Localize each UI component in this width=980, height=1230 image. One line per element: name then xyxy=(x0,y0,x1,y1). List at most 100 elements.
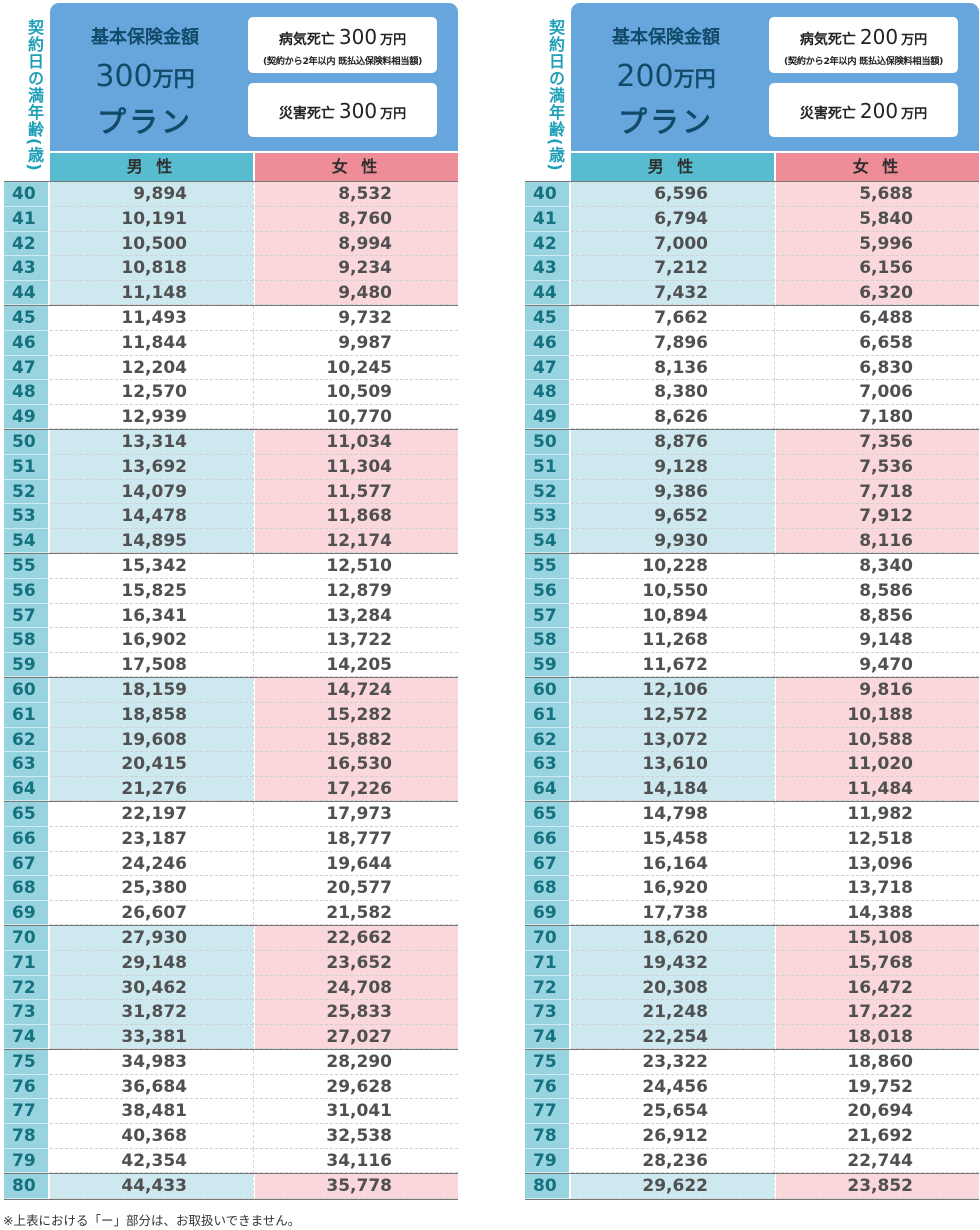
female-premium-cell: 10,188 xyxy=(776,702,979,728)
table-row: 79 28,236 22,744 xyxy=(525,1149,979,1174)
accident-death-label: 災害死亡 xyxy=(278,106,335,122)
male-premium-cell: 7,000 xyxy=(571,231,774,257)
female-premium-cell: 15,768 xyxy=(776,950,979,976)
female-premium-cell: 15,108 xyxy=(776,925,979,951)
table-row: 72 30,462 24,708 xyxy=(4,975,458,1001)
accident-death-box: 災害死亡 300 万円 xyxy=(248,83,437,137)
table-row: 59 11,672 9,470 xyxy=(525,653,979,678)
female-premium-cell: 10,509 xyxy=(255,380,458,406)
plan-header: 基本保険金額 300万円 プラン 病気死亡 300 万円 (契約から2年以内 既払込… xyxy=(50,3,458,151)
female-premium-cell: 5,688 xyxy=(776,182,979,207)
male-premium-cell: 14,079 xyxy=(50,479,253,505)
male-premium-cell: 16,920 xyxy=(571,876,774,902)
male-premium-cell: 7,662 xyxy=(571,306,774,331)
age-cell: 42 xyxy=(4,231,48,257)
age-cell: 62 xyxy=(525,727,569,753)
female-premium-cell: 16,530 xyxy=(255,752,458,778)
female-premium-cell: 22,744 xyxy=(776,1149,979,1173)
sickness-death-box: 病気死亡 200 万円 (契約から2年以内 既払込保険料相当額) xyxy=(769,17,958,73)
accident-death-amount: 300 xyxy=(338,99,378,123)
table-row: 75 23,322 18,860 xyxy=(525,1049,979,1075)
table-row: 51 13,692 11,304 xyxy=(4,454,458,480)
male-premium-cell: 8,380 xyxy=(571,380,774,406)
age-cell: 42 xyxy=(525,231,569,257)
age-cell: 50 xyxy=(525,429,569,455)
table-row: 55 15,342 12,510 xyxy=(4,553,458,579)
female-premium-cell: 8,586 xyxy=(776,579,979,604)
table-row: 70 18,620 15,108 xyxy=(525,925,979,951)
age-cell: 71 xyxy=(525,950,569,976)
male-premium-cell: 12,570 xyxy=(50,380,253,406)
age-cell: 51 xyxy=(525,454,569,480)
age-cell: 43 xyxy=(525,256,569,282)
female-premium-cell: 12,518 xyxy=(776,827,979,852)
age-cell: 63 xyxy=(525,752,569,778)
table-row: 59 17,508 14,205 xyxy=(4,653,458,678)
male-premium-cell: 27,930 xyxy=(50,925,253,951)
female-premium-cell: 11,982 xyxy=(776,802,979,827)
age-cell: 80 xyxy=(4,1173,48,1199)
sickness-death-box: 病気死亡 300 万円 (契約から2年以内 既払込保険料相当額) xyxy=(248,17,437,73)
age-cell: 54 xyxy=(4,529,48,553)
table-row: 65 22,197 17,973 xyxy=(4,801,458,827)
male-premium-cell: 21,248 xyxy=(571,1000,774,1026)
table-row: 57 10,894 8,856 xyxy=(525,603,979,629)
male-premium-cell: 23,322 xyxy=(571,1050,774,1075)
male-premium-cell: 10,191 xyxy=(50,206,253,232)
table-row: 64 21,276 17,226 xyxy=(4,777,458,802)
table-row: 57 16,341 13,284 xyxy=(4,603,458,629)
age-cell: 57 xyxy=(525,603,569,629)
age-cell: 45 xyxy=(4,305,48,331)
female-premium-cell: 20,694 xyxy=(776,1099,979,1125)
age-cell: 67 xyxy=(4,851,48,877)
male-premium-cell: 14,895 xyxy=(50,529,253,553)
male-premium-cell: 36,684 xyxy=(50,1075,253,1100)
table-row: 74 22,254 18,018 xyxy=(525,1025,979,1050)
age-cell: 66 xyxy=(525,826,569,852)
male-premium-cell: 9,652 xyxy=(571,504,774,530)
age-cell: 47 xyxy=(4,355,48,381)
female-premium-cell: 9,987 xyxy=(255,331,458,356)
age-cell: 57 xyxy=(4,603,48,629)
female-premium-cell: 10,245 xyxy=(255,356,458,381)
male-premium-cell: 9,386 xyxy=(571,479,774,505)
female-premium-cell: 11,577 xyxy=(255,479,458,505)
table-row: 46 11,844 9,987 xyxy=(4,330,458,356)
male-premium-cell: 13,692 xyxy=(50,454,253,480)
female-premium-cell: 6,488 xyxy=(776,306,979,331)
sickness-death-unit: 万円 xyxy=(901,33,928,48)
age-column-header: 契約日の満年齢(歳) xyxy=(25,18,44,172)
table-row: 45 11,493 9,732 xyxy=(4,305,458,331)
table-row: 76 24,456 19,752 xyxy=(525,1074,979,1100)
table-row: 64 14,184 11,484 xyxy=(525,777,979,802)
table-row: 49 12,939 10,770 xyxy=(4,405,458,430)
male-premium-cell: 18,858 xyxy=(50,702,253,728)
female-premium-cell: 19,644 xyxy=(255,852,458,877)
table-row: 56 15,825 12,879 xyxy=(4,578,458,604)
female-premium-cell: 14,388 xyxy=(776,901,979,925)
male-premium-cell: 11,672 xyxy=(571,653,774,677)
female-premium-cell: 9,470 xyxy=(776,653,979,677)
age-cell: 65 xyxy=(525,801,569,827)
male-premium-cell: 11,493 xyxy=(50,306,253,331)
female-premium-cell: 23,652 xyxy=(255,950,458,976)
male-premium-cell: 22,254 xyxy=(571,1025,774,1049)
female-premium-cell: 9,148 xyxy=(776,628,979,654)
table-row: 73 21,248 17,222 xyxy=(525,1000,979,1026)
age-cell: 77 xyxy=(4,1099,48,1125)
table-row: 42 10,500 8,994 xyxy=(4,231,458,257)
table-row: 58 16,902 13,722 xyxy=(4,628,458,654)
female-premium-cell: 14,724 xyxy=(255,677,458,703)
female-premium-cell: 17,222 xyxy=(776,1000,979,1026)
female-premium-cell: 9,732 xyxy=(255,306,458,331)
plan-header: 基本保険金額 200万円 プラン 病気死亡 200 万円 (契約から2年以内 既払込… xyxy=(571,3,979,151)
female-premium-cell: 8,532 xyxy=(255,182,458,207)
age-cell: 78 xyxy=(525,1124,569,1150)
female-column-header: 女 性 xyxy=(255,153,458,181)
accident-death-label: 災害死亡 xyxy=(799,106,856,122)
sickness-death-label: 病気死亡 xyxy=(799,32,856,48)
table-row: 75 34,983 28,290 xyxy=(4,1049,458,1075)
female-premium-cell: 10,588 xyxy=(776,727,979,753)
age-cell: 55 xyxy=(525,553,569,579)
age-cell: 71 xyxy=(4,950,48,976)
